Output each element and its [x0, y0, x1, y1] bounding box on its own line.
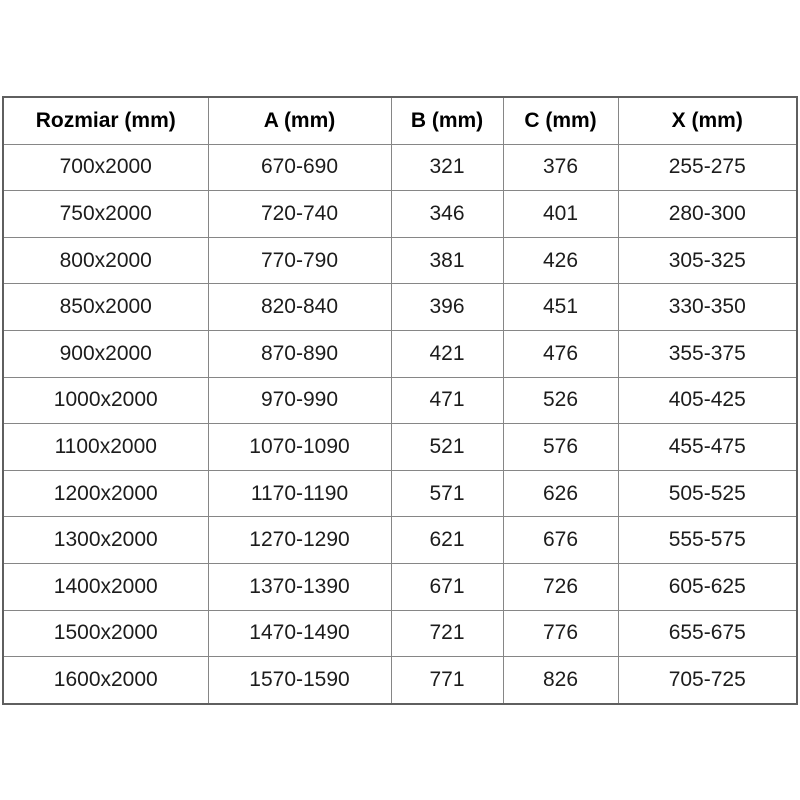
table-cell: 621	[390, 516, 504, 564]
table-cell: 330-350	[617, 283, 798, 331]
table-cell: 355-375	[617, 329, 798, 378]
table-cell: 1400x2000	[2, 562, 209, 611]
table-cell: 471	[390, 376, 504, 425]
table-cell: 1070-1090	[207, 423, 392, 471]
table-cell: 726	[502, 562, 619, 611]
table-body: 700x2000 670-690 321 376 255-275 750x2000 720-…	[2, 143, 798, 705]
table-cell: 1000x2000	[2, 376, 209, 425]
table-cell: 1500x2000	[2, 609, 209, 658]
column-header-x: X (mm)	[617, 96, 798, 145]
table-cell: 526	[502, 376, 619, 425]
table-row: 700x2000 670-690 321 376 255-275	[2, 143, 798, 192]
table-row: 1400x2000 1370-1390 671 726 605-625	[2, 562, 798, 611]
table-row: 800x2000 770-790 381 426 305-325	[2, 236, 798, 285]
table-cell: 676	[502, 516, 619, 564]
table-cell: 705-725	[617, 656, 798, 705]
table-row: 1100x2000 1070-1090 521 576 455-475	[2, 423, 798, 471]
table-cell: 1600x2000	[2, 656, 209, 705]
table-row: 1600x2000 1570-1590 771 826 705-725	[2, 656, 798, 705]
table-cell: 655-675	[617, 609, 798, 658]
table-row: 900x2000 870-890 421 476 355-375	[2, 329, 798, 378]
table-cell: 321	[390, 143, 504, 192]
column-header-a: A (mm)	[207, 96, 392, 145]
table-row: 1200x2000 1170-1190 571 626 505-525	[2, 469, 798, 518]
column-header-b: B (mm)	[390, 96, 504, 145]
table-cell: 421	[390, 329, 504, 378]
table-cell: 1300x2000	[2, 516, 209, 564]
table-cell: 280-300	[617, 190, 798, 238]
table-cell: 476	[502, 329, 619, 378]
table-cell: 555-575	[617, 516, 798, 564]
table-cell: 721	[390, 609, 504, 658]
table-cell: 346	[390, 190, 504, 238]
table-cell: 826	[502, 656, 619, 705]
table-cell: 396	[390, 283, 504, 331]
table-row: 1300x2000 1270-1290 621 676 555-575	[2, 516, 798, 564]
column-header-c: C (mm)	[502, 96, 619, 145]
table-cell: 381	[390, 236, 504, 285]
table-cell: 605-625	[617, 562, 798, 611]
table-cell: 850x2000	[2, 283, 209, 331]
table-cell: 1170-1190	[207, 469, 392, 518]
table-cell: 1370-1390	[207, 562, 392, 611]
table-cell: 900x2000	[2, 329, 209, 378]
table-cell: 255-275	[617, 143, 798, 192]
table-cell: 970-990	[207, 376, 392, 425]
table-cell: 671	[390, 562, 504, 611]
table-cell: 800x2000	[2, 236, 209, 285]
table-cell: 426	[502, 236, 619, 285]
table-cell: 401	[502, 190, 619, 238]
table-cell: 505-525	[617, 469, 798, 518]
table-row: 1000x2000 970-990 471 526 405-425	[2, 376, 798, 425]
table-cell: 626	[502, 469, 619, 518]
table-cell: 1270-1290	[207, 516, 392, 564]
table-cell: 750x2000	[2, 190, 209, 238]
table-cell: 576	[502, 423, 619, 471]
table-cell: 455-475	[617, 423, 798, 471]
table-cell: 521	[390, 423, 504, 471]
header-row: Rozmiar (mm) A (mm) B (mm) C (mm) X (mm)	[2, 96, 798, 145]
table-cell: 700x2000	[2, 143, 209, 192]
table-cell: 670-690	[207, 143, 392, 192]
table-cell: 1200x2000	[2, 469, 209, 518]
table-row: 1500x2000 1470-1490 721 776 655-675	[2, 609, 798, 658]
column-header-rozmiar: Rozmiar (mm)	[2, 96, 209, 145]
table-cell: 771	[390, 656, 504, 705]
table-cell: 451	[502, 283, 619, 331]
size-table: Rozmiar (mm) A (mm) B (mm) C (mm) X (mm)…	[2, 96, 798, 705]
table-cell: 820-840	[207, 283, 392, 331]
table-cell: 720-740	[207, 190, 392, 238]
table-row: 750x2000 720-740 346 401 280-300	[2, 190, 798, 238]
table-cell: 376	[502, 143, 619, 192]
table-row: 850x2000 820-840 396 451 330-350	[2, 283, 798, 331]
table-cell: 870-890	[207, 329, 392, 378]
table-cell: 1100x2000	[2, 423, 209, 471]
table-cell: 405-425	[617, 376, 798, 425]
table-cell: 1470-1490	[207, 609, 392, 658]
table-cell: 305-325	[617, 236, 798, 285]
table-cell: 1570-1590	[207, 656, 392, 705]
table-cell: 770-790	[207, 236, 392, 285]
table-cell: 571	[390, 469, 504, 518]
table-cell: 776	[502, 609, 619, 658]
